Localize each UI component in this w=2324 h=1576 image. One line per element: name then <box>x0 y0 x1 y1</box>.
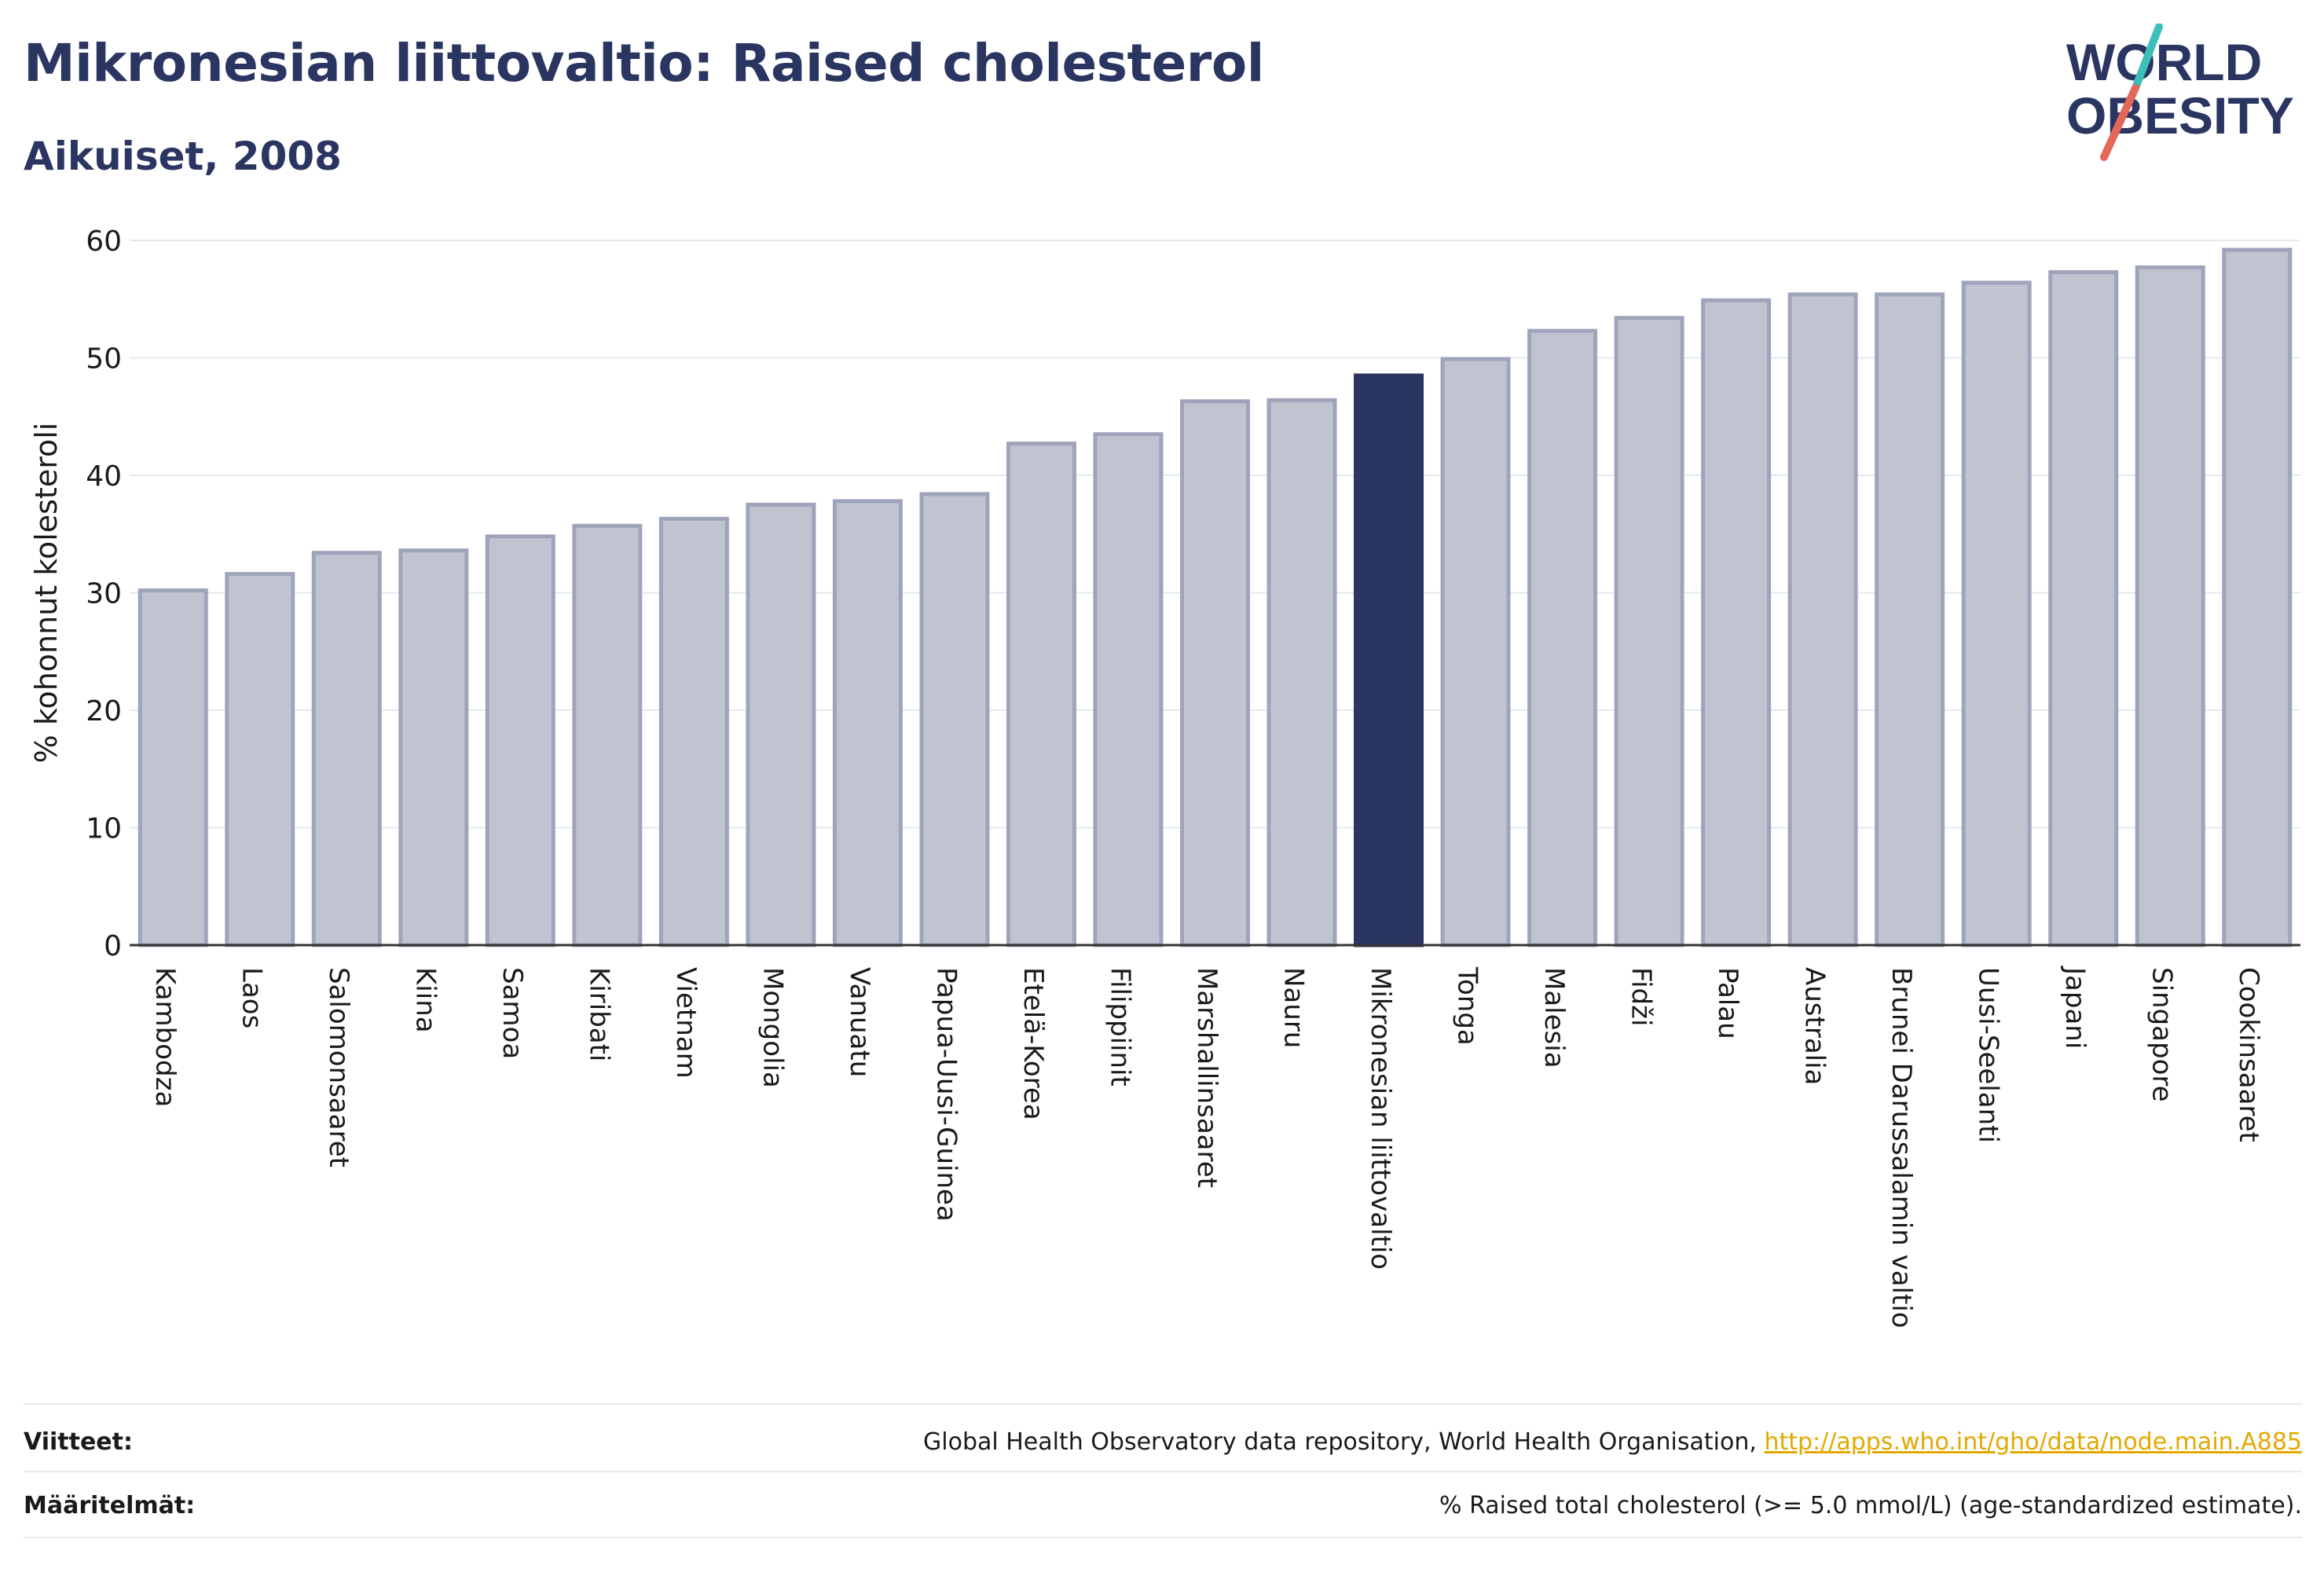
bar <box>398 548 469 947</box>
footer-divider-top <box>24 1403 2302 1405</box>
x-tick-label: Samoa <box>497 967 528 1059</box>
x-tick-label: Vanuatu <box>844 967 875 1077</box>
y-tick-label: 60 <box>86 225 122 258</box>
references-link[interactable]: http://apps.who.int/gho/data/node.main.A… <box>1764 1428 2302 1456</box>
bar <box>2222 247 2293 947</box>
bar <box>1527 328 1598 947</box>
x-tick-label: Palau <box>1712 967 1743 1039</box>
bar <box>2135 265 2205 947</box>
x-tick-label: Brunei Darussalamin valtio <box>1886 967 1917 1329</box>
x-tick-label: Filippiinit <box>1104 967 1135 1087</box>
references-text: Global Health Observatory data repositor… <box>923 1428 1765 1456</box>
bar <box>137 588 208 947</box>
bar <box>1180 399 1250 947</box>
bar <box>485 534 555 947</box>
x-tick-label: Japani <box>2059 966 2091 1049</box>
bar <box>311 551 382 947</box>
footer-divider-middle <box>24 1471 2302 1472</box>
bar <box>1440 357 1511 947</box>
references-label: Viitteet: <box>24 1428 133 1456</box>
bar <box>1093 432 1164 947</box>
y-axis-ticks: 0 10 20 30 40 50 60 <box>86 225 122 962</box>
y-tick-label: 20 <box>86 695 122 728</box>
footer-references: Viitteet: Global Health Observatory data… <box>24 1410 2302 1473</box>
x-tick-label: Salomonsaaret <box>323 967 354 1167</box>
bar <box>1006 442 1076 947</box>
x-tick-label: Tonga <box>1452 966 1483 1046</box>
x-tick-label: Vietnam <box>670 967 702 1079</box>
x-axis-labels: Kambodza Laos Salomonsaaret Kiina Samoa Kirib… <box>149 966 2264 1329</box>
references-source: Global Health Observatory data repositor… <box>923 1428 2302 1456</box>
x-tick-label: Mongolia <box>757 967 788 1088</box>
y-tick-label: 0 <box>104 930 122 962</box>
x-tick-label: Australia <box>1799 967 1831 1085</box>
x-tick-label: Kiribati <box>583 967 614 1061</box>
y-tick-label: 10 <box>86 813 122 845</box>
x-tick-label: Etelä-Korea <box>1017 967 1049 1120</box>
bar <box>1961 280 2032 947</box>
x-tick-label: Mikronesian liittovaltio <box>1365 967 1396 1270</box>
x-tick-label: Singapore <box>2146 967 2178 1102</box>
x-tick-label: Kiina <box>409 967 441 1033</box>
footer-divider-bottom <box>24 1537 2302 1538</box>
logo-slash-top <box>2132 24 2163 92</box>
x-tick-label: Nauru <box>1278 967 1310 1048</box>
definitions-text: % Raised total cholesterol (>= 5.0 mmol/… <box>1439 1491 2302 1519</box>
x-tick-label: Fidži <box>1626 967 1657 1026</box>
bar <box>658 516 729 947</box>
bar <box>746 502 816 947</box>
x-tick-label: Uusi-Seelanti <box>1973 967 2004 1143</box>
bars <box>137 247 2293 947</box>
bar <box>1701 298 1772 947</box>
y-tick-label: 50 <box>86 343 122 376</box>
chart-title: Mikronesian liittovaltio: Raised cholest… <box>24 33 1264 93</box>
y-tick-label: 40 <box>86 460 122 493</box>
logo-slash-bottom <box>2100 84 2139 161</box>
bar-highlighted <box>1354 373 1424 947</box>
x-tick-label: Marshallinsaaret <box>1191 967 1222 1188</box>
y-axis-label: % kohonnut kolesteroli <box>29 423 64 764</box>
bar <box>2048 269 2119 947</box>
y-tick-label: 30 <box>86 578 122 610</box>
x-tick-label: Papua-Uusi-Guinea <box>930 967 962 1222</box>
x-tick-label: Kambodza <box>149 967 181 1107</box>
logo-line1: WORLD <box>2066 33 2262 91</box>
bar <box>832 499 903 947</box>
chart-subtitle: Aikuiset, 2008 <box>24 134 342 179</box>
definitions-label: Määritelmät: <box>24 1491 196 1519</box>
bar <box>1266 398 1337 947</box>
logo-line2: OBESITY <box>2066 86 2294 145</box>
world-obesity-logo: WORLD OBESITY <box>2066 24 2294 161</box>
bar <box>225 572 295 947</box>
x-tick-label: Cookinsaaret <box>2233 967 2264 1142</box>
bar <box>1614 316 1684 947</box>
bar <box>1787 292 1858 947</box>
x-tick-label: Malesia <box>1538 967 1570 1068</box>
bar <box>919 492 990 947</box>
x-tick-label: Laos <box>236 967 267 1028</box>
bar <box>1875 292 1945 947</box>
bar <box>572 523 643 947</box>
footer-definitions: Määritelmät: % Raised total cholesterol … <box>24 1474 2302 1537</box>
